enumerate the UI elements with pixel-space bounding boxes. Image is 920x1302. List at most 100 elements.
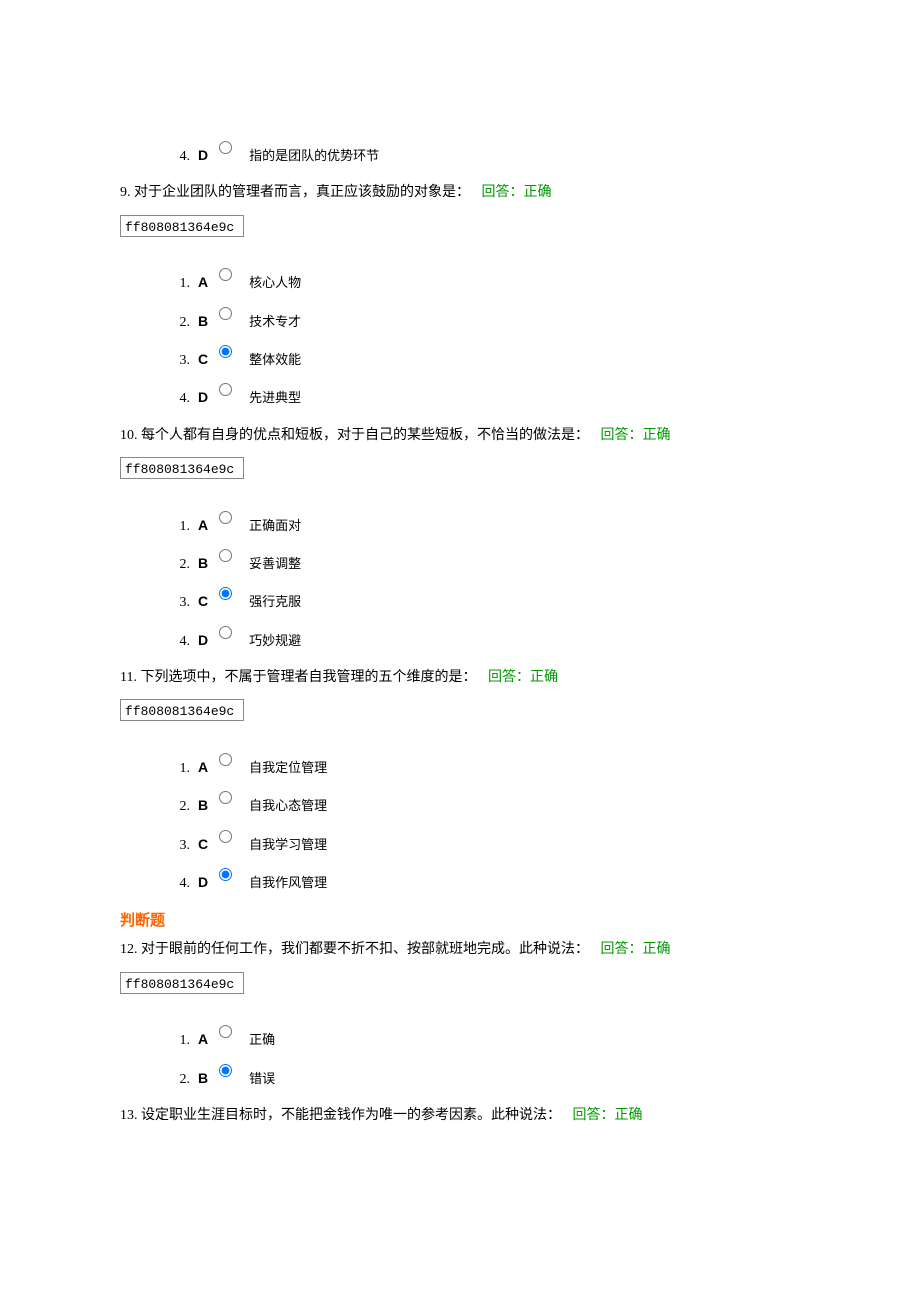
q10-number: 10.: [120, 428, 138, 443]
option-text: 错误: [249, 1069, 275, 1090]
option-letter: C: [198, 833, 208, 855]
judge-section-title: 判断题: [120, 909, 800, 933]
option-number: 1.: [166, 516, 190, 538]
option-number: 1.: [166, 273, 190, 295]
option-letter: A: [198, 514, 208, 536]
q9-radio-b[interactable]: [219, 307, 232, 320]
q11-answer: 回答：正确: [488, 670, 558, 685]
q12-answer: 回答：正确: [601, 942, 671, 957]
q12-radio-b[interactable]: [219, 1064, 232, 1077]
q11-radio-d[interactable]: [219, 868, 232, 881]
option-text: 巧妙规避: [249, 631, 301, 652]
q13-text: 设定职业生涯目标时，不能把金钱作为唯一的参考因素。此种说法：: [141, 1108, 561, 1123]
option-text: 自我心态管理: [249, 796, 327, 817]
q11-radio-c[interactable]: [219, 830, 232, 843]
option-text: 正确: [249, 1030, 275, 1051]
option-text: 强行克服: [249, 592, 301, 613]
option-text: 技术专才: [249, 312, 301, 333]
q9-option-b: 2. B 技术专才: [166, 310, 800, 334]
q11-radio-b[interactable]: [219, 791, 232, 804]
option-letter: B: [198, 1067, 208, 1089]
q10-answer: 回答：正确: [601, 428, 671, 443]
option-text: 核心人物: [249, 273, 301, 294]
q9-answer: 回答：正确: [482, 185, 552, 200]
q10-option-d: 4. D 巧妙规避: [166, 629, 800, 653]
q10-radio-b[interactable]: [219, 549, 232, 562]
q10-option-a: 1. A 正确面对: [166, 514, 800, 538]
q9-option-c: 3. C 整体效能: [166, 348, 800, 372]
q11-option-a: 1. A 自我定位管理: [166, 756, 800, 780]
option-number: 2.: [166, 796, 190, 818]
option-text: 妥善调整: [249, 554, 301, 575]
option-text: 自我作风管理: [249, 873, 327, 894]
q8-radio-d[interactable]: [219, 141, 232, 154]
option-number: 3.: [166, 350, 190, 372]
option-number: 3.: [166, 835, 190, 857]
q12-option-b: 2. B 错误: [166, 1067, 800, 1091]
q11-radio-a[interactable]: [219, 753, 232, 766]
q11-option-c: 3. C 自我学习管理: [166, 833, 800, 857]
q11-number: 11.: [120, 670, 137, 685]
option-text: 自我学习管理: [249, 835, 327, 856]
option-number: 2.: [166, 1069, 190, 1091]
option-letter: A: [198, 271, 208, 293]
q10-radio-d[interactable]: [219, 626, 232, 639]
q9-text: 对于企业团队的管理者而言，真正应该鼓励的对象是：: [134, 185, 470, 200]
q11-option-d: 4. D 自我作风管理: [166, 871, 800, 895]
q9-hash-input[interactable]: ff808081364e9c: [120, 215, 244, 237]
option-letter: A: [198, 1028, 208, 1050]
option-text: 整体效能: [249, 350, 301, 371]
option-number: 1.: [166, 758, 190, 780]
q10-option-b: 2. B 妥善调整: [166, 552, 800, 576]
q12-text: 对于眼前的任何工作，我们都要不折不扣、按部就班地完成。此种说法：: [141, 942, 589, 957]
q10-radio-a[interactable]: [219, 511, 232, 524]
option-number: 2.: [166, 312, 190, 334]
option-text: 自我定位管理: [249, 758, 327, 779]
q9-option-a: 1. A 核心人物: [166, 271, 800, 295]
option-number: 4.: [166, 631, 190, 653]
q9-stem: 9. 对于企业团队的管理者而言，真正应该鼓励的对象是： 回答：正确: [120, 182, 800, 204]
option-text: 指的是团队的优势环节: [249, 146, 379, 167]
q9-radio-d[interactable]: [219, 383, 232, 396]
q13-stem: 13. 设定职业生涯目标时，不能把金钱作为唯一的参考因素。此种说法： 回答：正确: [120, 1105, 800, 1127]
option-text: 先进典型: [249, 388, 301, 409]
option-number: 4.: [166, 873, 190, 895]
option-letter: C: [198, 348, 208, 370]
option-number: 4.: [166, 146, 190, 168]
q8-option-d: 4. D 指的是团队的优势环节: [166, 144, 800, 168]
q11-stem: 11. 下列选项中，不属于管理者自我管理的五个维度的是： 回答：正确: [120, 667, 800, 689]
q9-number: 9.: [120, 185, 131, 200]
option-text: 正确面对: [249, 516, 301, 537]
q11-hash-input[interactable]: ff808081364e9c: [120, 699, 244, 721]
option-letter: B: [198, 552, 208, 574]
option-number: 4.: [166, 388, 190, 410]
q11-option-b: 2. B 自我心态管理: [166, 794, 800, 818]
option-letter: D: [198, 629, 208, 651]
q9-radio-c[interactable]: [219, 345, 232, 358]
q12-hash-input[interactable]: ff808081364e9c: [120, 972, 244, 994]
option-letter: D: [198, 386, 208, 408]
q10-option-c: 3. C 强行克服: [166, 590, 800, 614]
option-number: 2.: [166, 554, 190, 576]
option-letter: B: [198, 794, 208, 816]
q10-radio-c[interactable]: [219, 587, 232, 600]
q12-number: 12.: [120, 942, 138, 957]
document-page: 4. D 指的是团队的优势环节 9. 对于企业团队的管理者而言，真正应该鼓励的对…: [0, 0, 920, 1193]
q13-answer: 回答：正确: [573, 1108, 643, 1123]
option-number: 3.: [166, 592, 190, 614]
q9-option-d: 4. D 先进典型: [166, 386, 800, 410]
q11-text: 下列选项中，不属于管理者自我管理的五个维度的是：: [140, 670, 476, 685]
q10-text: 每个人都有自身的优点和短板，对于自己的某些短板，不恰当的做法是：: [141, 428, 589, 443]
option-letter: A: [198, 756, 208, 778]
option-letter: C: [198, 590, 208, 612]
q13-number: 13.: [120, 1108, 138, 1123]
q10-stem: 10. 每个人都有自身的优点和短板，对于自己的某些短板，不恰当的做法是： 回答：…: [120, 425, 800, 447]
option-letter: B: [198, 310, 208, 332]
option-letter: D: [198, 871, 208, 893]
q12-option-a: 1. A 正确: [166, 1028, 800, 1052]
q12-radio-a[interactable]: [219, 1025, 232, 1038]
q10-hash-input[interactable]: ff808081364e9c: [120, 457, 244, 479]
option-number: 1.: [166, 1030, 190, 1052]
q9-radio-a[interactable]: [219, 268, 232, 281]
q12-stem: 12. 对于眼前的任何工作，我们都要不折不扣、按部就班地完成。此种说法： 回答：…: [120, 939, 800, 961]
